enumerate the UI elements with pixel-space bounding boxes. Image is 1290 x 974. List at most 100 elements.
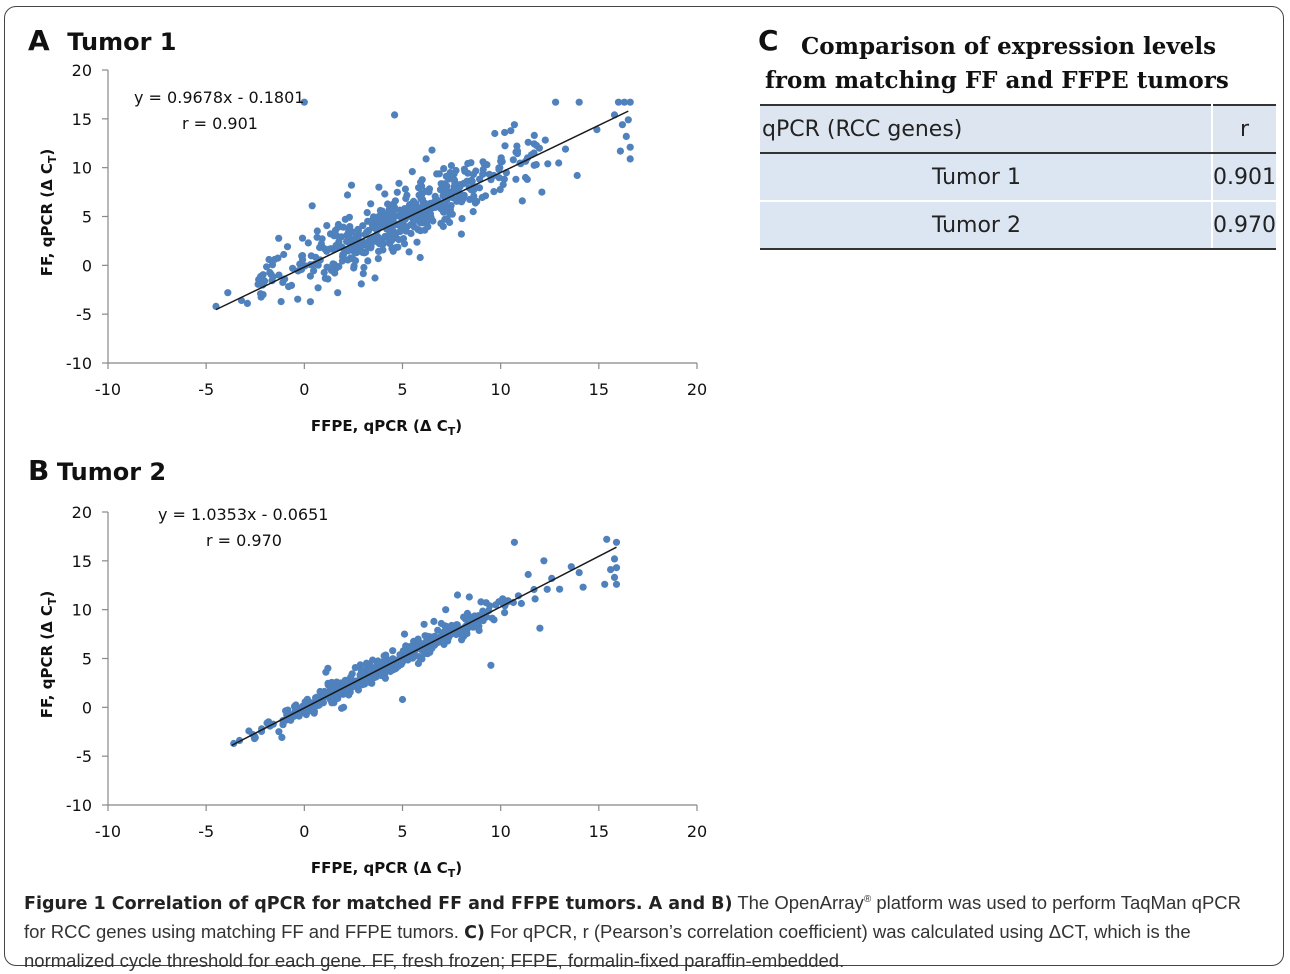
data-point (348, 670, 356, 678)
data-point (364, 226, 373, 235)
data-point (458, 636, 466, 644)
data-point (424, 223, 432, 231)
data-point (500, 175, 508, 183)
data-point (418, 176, 426, 184)
data-point (418, 655, 426, 663)
panel-b-letter: B (28, 454, 50, 487)
panel-b-title: Tumor 2 (56, 458, 167, 486)
data-point (428, 146, 436, 154)
data-point (575, 569, 583, 577)
data-point (287, 281, 296, 289)
caption-text-2: platform was used to perform TaqMan qPCR… (24, 892, 1242, 943)
data-point (289, 264, 297, 272)
data-point (390, 204, 398, 212)
panel-a-title: Tumor 1 (67, 28, 177, 56)
caption-registered-mark: ® (863, 894, 872, 905)
data-point (343, 191, 352, 199)
data-point (265, 255, 273, 264)
caption-heading: Figure 1 Correlation of qPCR for matched… (24, 894, 733, 915)
data-point (350, 262, 358, 270)
data-point (371, 274, 379, 282)
data-point (419, 213, 427, 221)
data-point (509, 156, 517, 164)
data-point (425, 185, 434, 193)
data-point (407, 221, 415, 229)
data-point (457, 198, 466, 206)
data-point (567, 563, 575, 571)
x-tick-label: -5 (198, 822, 214, 841)
data-point (573, 171, 581, 180)
data-point (607, 566, 615, 574)
data-point (375, 183, 383, 191)
data-point (459, 629, 467, 637)
y-tick-label: 20 (72, 503, 92, 522)
data-point (359, 222, 367, 230)
x-tick-label: 10 (490, 380, 510, 399)
row-tumor-1-name: Tumor 1 (760, 153, 1214, 202)
data-point (369, 656, 377, 664)
data-point (243, 299, 251, 307)
data-point (450, 170, 458, 178)
data-point (479, 170, 487, 178)
data-point (521, 173, 530, 182)
data-point (612, 538, 621, 546)
y-tick-label: 0 (82, 698, 92, 717)
data-point (338, 257, 346, 265)
data-point (626, 98, 634, 106)
panel-c-title-line-2: from matching FF and FFPE tumors (765, 67, 1229, 94)
data-point (430, 632, 439, 640)
data-point (447, 162, 455, 170)
data-point (259, 291, 267, 299)
data-point (488, 614, 496, 622)
data-point (447, 202, 455, 210)
data-point (501, 609, 509, 617)
data-point (251, 734, 259, 742)
data-point (347, 181, 356, 189)
data-point (575, 98, 583, 106)
data-point (446, 218, 454, 226)
data-point (310, 267, 318, 275)
data-point (620, 98, 629, 106)
data-point (395, 179, 403, 187)
data-point (524, 138, 532, 146)
x-tick-label: 20 (687, 822, 707, 841)
data-point (367, 242, 375, 250)
data-point (540, 557, 548, 565)
data-point (268, 261, 277, 269)
y-tick-label: 10 (72, 159, 92, 178)
data-point (318, 235, 326, 243)
x-tick-label: 15 (589, 380, 609, 399)
x-tick-label: 5 (397, 380, 407, 399)
data-points (212, 98, 634, 310)
data-point (374, 657, 382, 665)
panel-c-title: Comparison of expression levels from mat… (765, 30, 1285, 98)
data-point (360, 263, 368, 272)
data-point (345, 213, 353, 221)
data-point (448, 621, 456, 630)
data-point (561, 145, 570, 153)
data-point (524, 570, 532, 579)
data-point (464, 169, 472, 177)
data-point (556, 585, 564, 593)
data-point (434, 626, 442, 634)
data-point (618, 121, 627, 129)
data-point (441, 622, 449, 630)
data-point (362, 248, 370, 256)
data-point (331, 693, 339, 701)
y-tick-label: -10 (66, 796, 92, 815)
data-point (530, 131, 538, 139)
data-point (517, 599, 525, 608)
data-point (391, 111, 399, 119)
data-point (393, 188, 401, 196)
y-tick-label: -5 (76, 747, 92, 766)
data-point (418, 182, 426, 190)
data-point (391, 197, 399, 205)
data-point (444, 637, 452, 645)
data-point (390, 662, 398, 670)
data-point (282, 708, 290, 716)
data-point (612, 564, 621, 572)
data-point (314, 284, 322, 292)
data-point (622, 132, 630, 140)
data-point (433, 170, 441, 178)
data-point (322, 668, 330, 676)
